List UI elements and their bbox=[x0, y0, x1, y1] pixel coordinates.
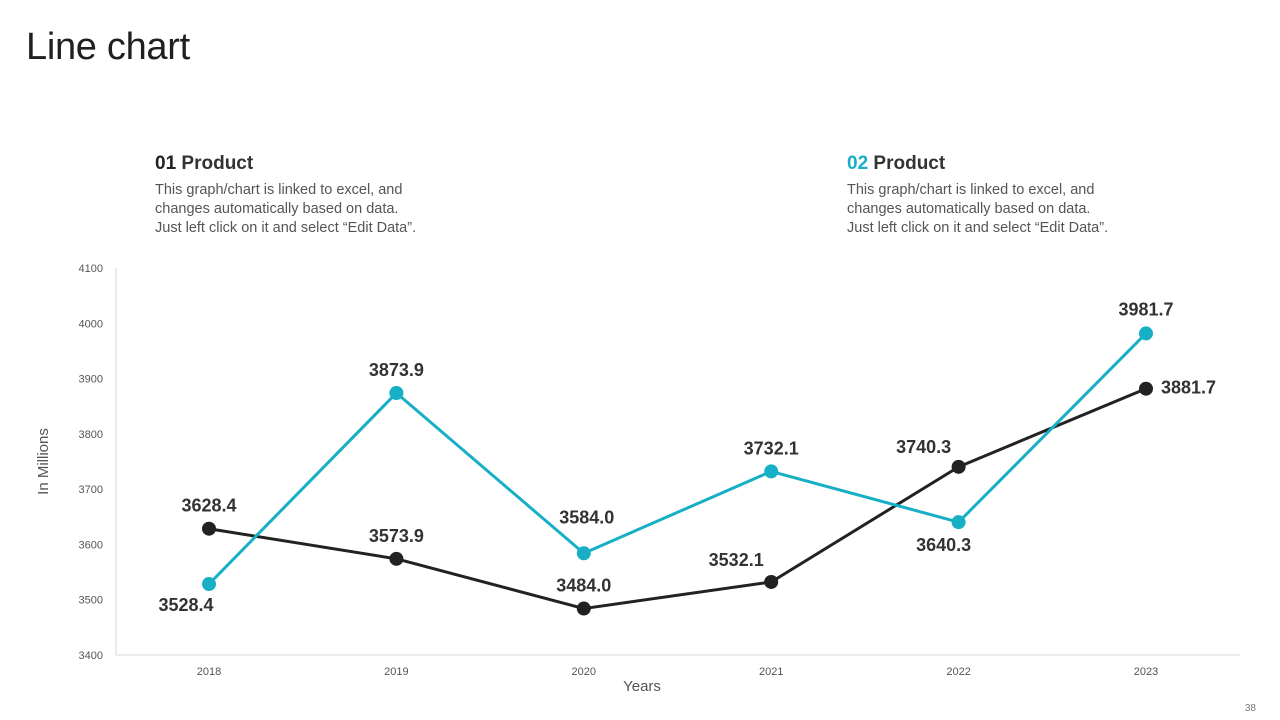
y-tick-label: 3800 bbox=[79, 429, 103, 441]
series-2-point bbox=[1139, 326, 1153, 341]
series-1-data-label: 3740.3 bbox=[896, 437, 951, 457]
series-1-data-label: 3628.4 bbox=[181, 496, 236, 516]
series-2-data-label: 3732.1 bbox=[744, 438, 799, 458]
series-1-point bbox=[202, 521, 216, 536]
legend-product-02-description: This graph/chart is linked to excel, and… bbox=[847, 181, 1167, 238]
series-1-data-label: 3532.1 bbox=[709, 550, 764, 570]
series-1-data-label: 3484.0 bbox=[556, 576, 611, 596]
series-1-point bbox=[389, 551, 404, 566]
series-2-data-label: 3584.0 bbox=[559, 507, 614, 527]
y-tick-label: 4100 bbox=[79, 263, 103, 275]
series-2-data-label: 3640.3 bbox=[916, 535, 971, 555]
legend-product-02-number: 02 bbox=[847, 153, 869, 174]
x-tick-label: 2020 bbox=[572, 666, 596, 678]
x-tick-label: 2019 bbox=[384, 666, 408, 678]
series-1-point bbox=[1139, 381, 1153, 396]
x-axis-title: Years bbox=[623, 678, 661, 695]
series-1-data-label: 3881.7 bbox=[1161, 378, 1216, 398]
series-2-point bbox=[576, 546, 591, 561]
y-tick-label: 3400 bbox=[79, 650, 103, 662]
series-1-point bbox=[576, 601, 591, 616]
legend-product-01-description: This graph/chart is linked to excel, and… bbox=[155, 181, 475, 238]
series-1-point bbox=[951, 459, 966, 474]
legend-product-02-heading: 02 Product bbox=[847, 153, 1167, 175]
series-1-data-label: 3573.9 bbox=[369, 526, 424, 546]
series-2-data-label: 3981.7 bbox=[1118, 299, 1173, 319]
legend-product-02-desc-line: Just left click on it and select “Edit D… bbox=[847, 220, 1109, 236]
legend-product-02-desc-line: changes automatically based on data. bbox=[847, 201, 1091, 217]
x-tick-label: 2021 bbox=[759, 666, 783, 678]
series-2-data-label: 3528.4 bbox=[158, 595, 213, 615]
y-tick-label: 4000 bbox=[79, 318, 103, 330]
legend-product-01: 01 Product This graph/chart is linked to… bbox=[155, 153, 475, 238]
x-tick-label: 2023 bbox=[1134, 666, 1158, 678]
legend-product-01-desc-line: Just left click on it and select “Edit D… bbox=[155, 220, 417, 236]
legend-product-01-heading: 01 Product bbox=[155, 153, 475, 175]
series-2-point bbox=[202, 577, 216, 592]
series-2-point bbox=[764, 464, 779, 479]
series-2-point bbox=[951, 515, 966, 530]
series-line-1 bbox=[208, 387, 1147, 611]
y-tick-label: 3500 bbox=[79, 595, 103, 607]
series-1-point bbox=[764, 574, 779, 589]
series-line-2 bbox=[207, 332, 1148, 586]
y-tick-label: 3600 bbox=[79, 539, 103, 551]
x-tick-label: 2022 bbox=[946, 666, 970, 678]
page-number: 38 bbox=[1244, 703, 1256, 714]
series-2-data-label: 3873.9 bbox=[369, 360, 424, 380]
legend-product-02: 02 Product This graph/chart is linked to… bbox=[847, 153, 1167, 238]
legend-product-01-number: 01 bbox=[155, 153, 177, 174]
legend-product-01-desc-line: changes automatically based on data. bbox=[155, 201, 399, 217]
slide-title: Line chart bbox=[26, 26, 190, 68]
legend-product-02-label: Product bbox=[873, 153, 946, 174]
legend-product-01-label: Product bbox=[181, 153, 254, 174]
series-2-point bbox=[389, 386, 404, 401]
legend-product-01-desc-line: This graph/chart is linked to excel, and bbox=[155, 182, 403, 198]
y-tick-label: 3700 bbox=[79, 484, 103, 496]
y-tick-label: 3900 bbox=[79, 374, 103, 386]
y-axis-title: In Millions bbox=[35, 428, 52, 495]
legend-product-02-desc-line: This graph/chart is linked to excel, and bbox=[847, 182, 1095, 198]
x-tick-label: 2018 bbox=[197, 666, 221, 678]
